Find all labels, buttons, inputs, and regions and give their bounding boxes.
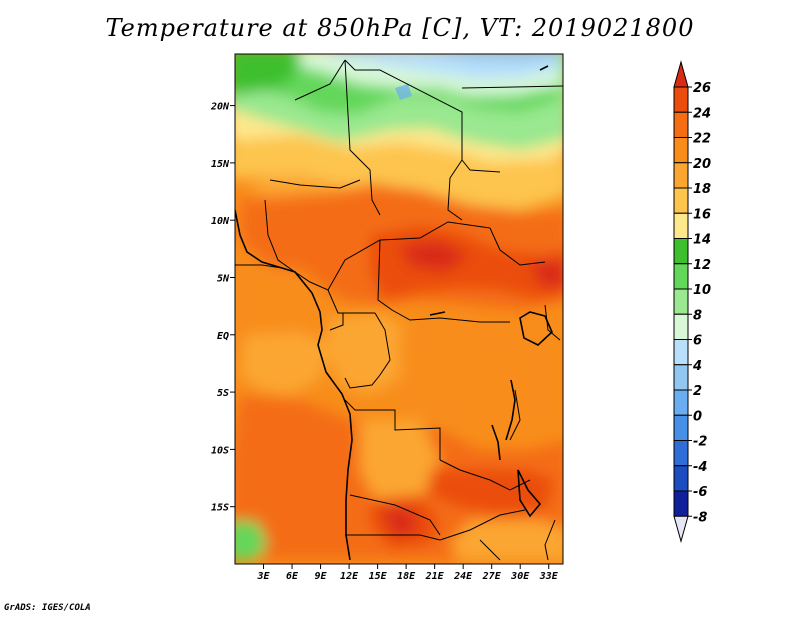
lon-tick-label: 9E — [315, 571, 328, 582]
grads-credit: GrADS: IGES/COLA — [4, 603, 91, 613]
colorbar-segment — [673, 364, 689, 391]
colorbar-segment — [673, 86, 689, 113]
lat-tick-label: 15N — [211, 159, 230, 170]
lat-tick-label: 5N — [217, 273, 230, 284]
colorbar-label: 4 — [692, 359, 702, 374]
colorbar-label: -2 — [693, 435, 707, 450]
lat-tick-label: 10S — [211, 445, 229, 456]
lon-tick-label: 6E — [286, 571, 299, 582]
colorbar-bottom-arrow — [673, 515, 689, 544]
longitude-axis: 3E 6E 9E 12E 15E 18E 21E 24E 27E 30E 33E — [256, 564, 559, 582]
colorbar-segment — [673, 339, 689, 366]
lon-tick-label: 15E — [369, 571, 388, 582]
colorbar-segment — [673, 238, 689, 265]
colorbar-segment — [673, 414, 689, 441]
colorbar-segment — [673, 313, 689, 340]
colorbar-segment — [673, 288, 689, 315]
lon-tick-label: 12E — [340, 571, 359, 582]
colorbar-segment — [673, 465, 689, 492]
colorbar-segment — [673, 111, 689, 138]
colorbar-label: 20 — [693, 157, 711, 172]
country-borders — [235, 59, 563, 561]
colorbar-segment — [673, 162, 689, 189]
colorbar-label: 12 — [693, 258, 711, 273]
colorbar-label: 6 — [693, 334, 702, 349]
colorbar-label: 18 — [693, 182, 711, 197]
colorbar-label: 16 — [693, 207, 711, 222]
colorbar-segment — [673, 440, 689, 467]
lat-tick-label: 5S — [217, 388, 229, 399]
colorbar-label: -4 — [693, 460, 707, 475]
colorbar-label: 24 — [693, 106, 711, 121]
lon-tick-label: 18E — [397, 571, 416, 582]
colorbar-label: 26 — [693, 81, 711, 96]
colorbar-segment — [673, 187, 689, 214]
map-frame — [234, 53, 564, 565]
lon-tick-label: 21E — [425, 571, 445, 582]
colorbar-segment — [673, 137, 689, 164]
colorbar-segment — [673, 212, 689, 239]
colorbar-label: 0 — [693, 409, 702, 424]
colorbar-label: 10 — [693, 283, 711, 298]
lon-tick-label: 33E — [539, 571, 559, 582]
colorbar-top-arrow — [673, 60, 689, 88]
lat-tick-label: 15S — [211, 503, 229, 514]
colorbar-label: -8 — [693, 510, 707, 525]
colorbar-label: 22 — [693, 132, 711, 147]
colorbar-segment — [673, 490, 689, 517]
lon-tick-label: 3E — [256, 571, 270, 582]
colorbar-label: 14 — [693, 233, 711, 248]
lat-tick-label: EQ — [217, 331, 229, 342]
lon-tick-label: 30E — [510, 571, 530, 582]
colorbar-segment — [673, 389, 689, 416]
lon-tick-label: 27E — [482, 571, 502, 582]
lat-tick-label: 20N — [210, 102, 230, 113]
colorbar-label: -6 — [693, 485, 707, 500]
latitude-axis: 20N 15N 10N 5N EQ 5S 10S 15S — [210, 102, 235, 514]
colorbar-label: 8 — [693, 308, 702, 323]
map-title: Temperature at 850hPa [C], VT: 201902180… — [105, 14, 695, 42]
lon-tick-label: 24E — [453, 571, 473, 582]
colorbar-segment — [673, 263, 689, 290]
temperature-field — [235, 54, 563, 564]
coastlines — [235, 65, 553, 561]
lat-tick-label: 10N — [211, 216, 230, 227]
colorbar-label: 2 — [693, 384, 702, 399]
